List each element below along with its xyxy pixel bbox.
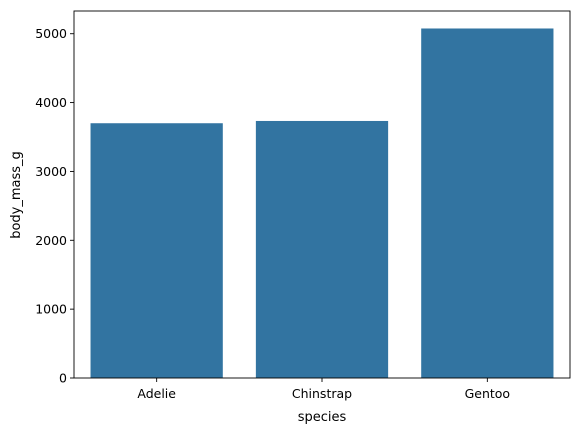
y-tick-label: 4000 xyxy=(35,95,67,110)
x-tick-label: Adelie xyxy=(137,386,176,401)
y-tick-label: 2000 xyxy=(35,233,67,248)
x-axis-ticks: Adelie Chinstrap Gentoo xyxy=(137,378,510,401)
plot-frame xyxy=(73,10,571,379)
y-tick-label: 3000 xyxy=(35,164,67,179)
y-tick-label: 5000 xyxy=(35,26,67,41)
y-tick-label: 0 xyxy=(59,371,67,386)
bar-adelie xyxy=(90,123,223,378)
bar-chinstrap xyxy=(255,120,389,379)
y-axis-ticks: 0 1000 2000 3000 4000 5000 xyxy=(35,26,74,386)
x-axis-label: species xyxy=(298,410,347,425)
y-tick-label: 1000 xyxy=(35,302,67,317)
y-axis-label: body_mass_g xyxy=(9,151,24,239)
x-tick-label: Gentoo xyxy=(465,386,511,401)
x-tick-label: Chinstrap xyxy=(292,386,352,401)
bars-group xyxy=(90,28,554,379)
bar-gentoo xyxy=(421,28,554,378)
